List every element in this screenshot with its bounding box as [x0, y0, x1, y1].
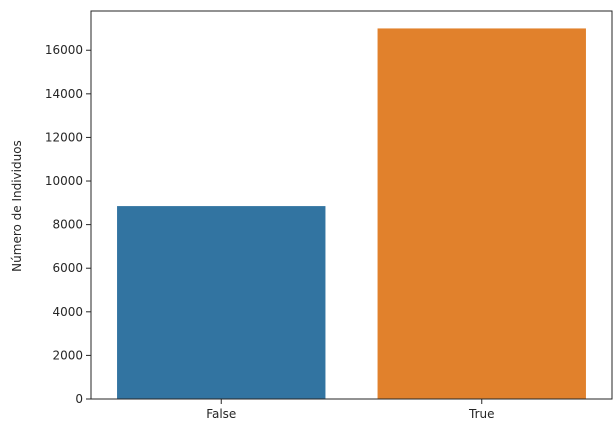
axes-spines: [90, 10, 613, 400]
y-tick-label: 14000: [45, 87, 83, 101]
x-tick-label-true: True: [468, 407, 495, 421]
x-axis: False True: [206, 399, 495, 421]
y-axis-label: Número de Individuos: [10, 140, 24, 272]
bar-false: [117, 206, 326, 399]
plot-frame: [90, 10, 613, 400]
y-tick-label: 12000: [45, 130, 83, 144]
bars-group: [117, 28, 586, 399]
x-tick-label-false: False: [206, 407, 236, 421]
bar-true: [377, 28, 586, 399]
y-tick-label: 16000: [45, 43, 83, 57]
y-tick-label: 10000: [45, 174, 83, 188]
y-tick-label: 4000: [52, 305, 83, 319]
y-tick-label: 0: [75, 392, 83, 406]
y-tick-label: 6000: [52, 261, 83, 275]
y-tick-label: 8000: [52, 218, 83, 232]
y-axis: 0 2000 4000 6000 8000 10000 12000 14000 16000: [45, 43, 91, 406]
y-tick-label: 2000: [52, 348, 83, 362]
